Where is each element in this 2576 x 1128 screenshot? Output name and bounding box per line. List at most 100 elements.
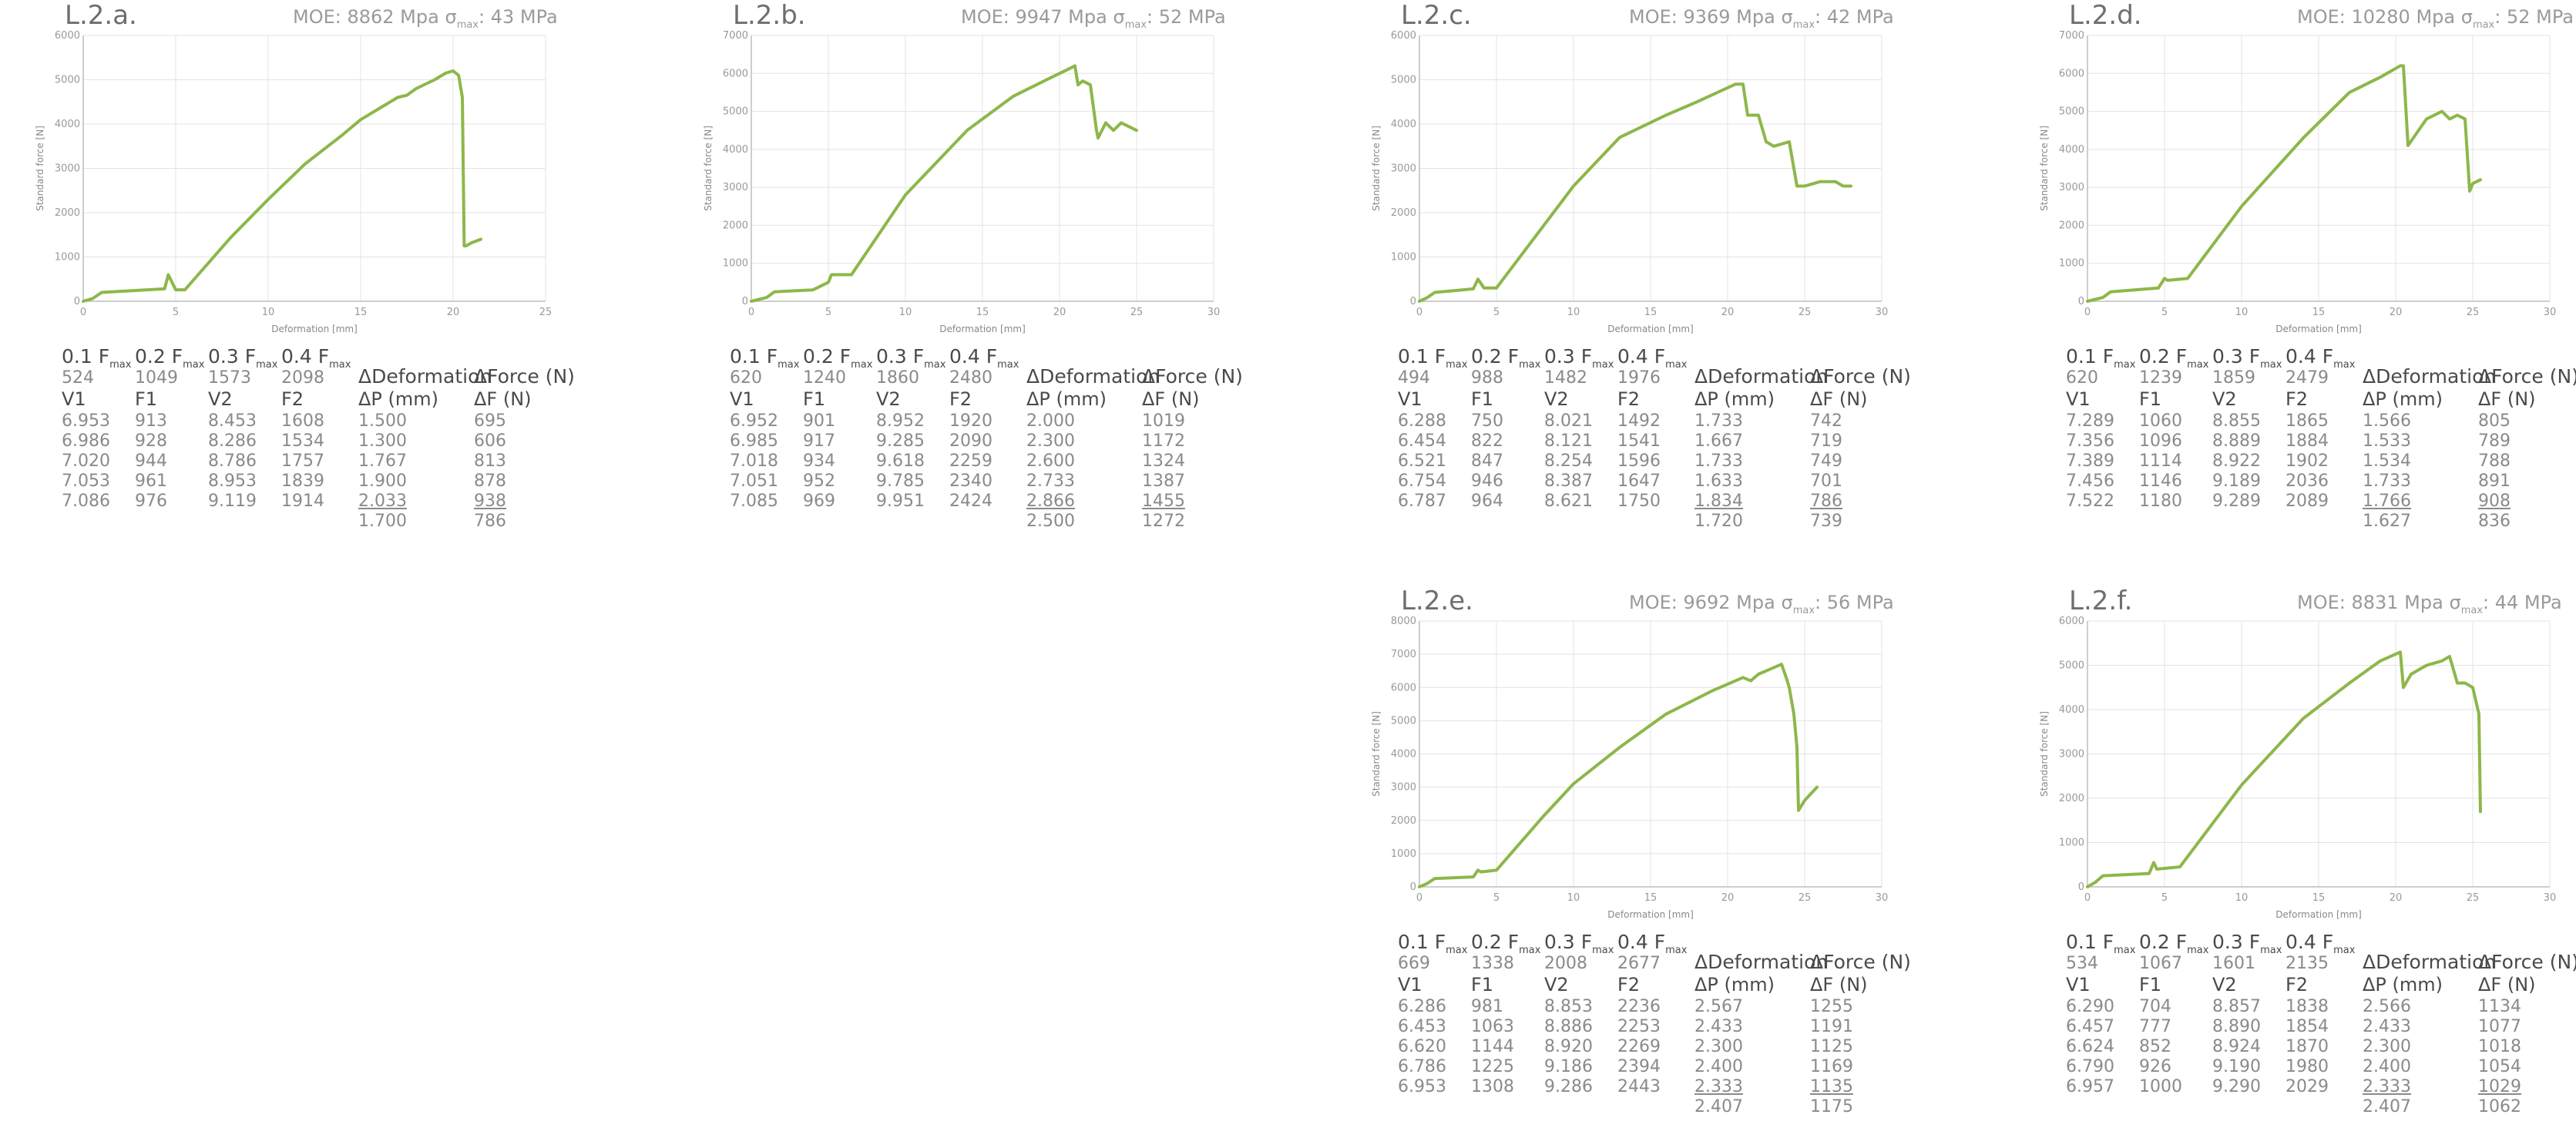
f-header-sub: max [109, 359, 132, 371]
y-tick-label: 3000 [723, 182, 748, 193]
x-tick-label: 15 [1644, 307, 1657, 318]
table-cell: 6.454 [1398, 431, 1446, 451]
table-cell: 9.286 [1544, 1077, 1593, 1096]
sub-header-df: ΔF (N) [474, 388, 532, 410]
y-tick-label: 2000 [2059, 793, 2084, 804]
sub-header-f1: F1 [2139, 974, 2162, 995]
sigma-sub: max [1792, 604, 1815, 616]
panel-title: L.2.b. [733, 0, 806, 31]
f-header-sub: max [997, 359, 1019, 371]
table-cell: 7.456 [2066, 472, 2114, 491]
y-tick-label: 5000 [1391, 715, 1416, 727]
table-cell: 2394 [1617, 1057, 1661, 1076]
table-cell: 1.733 [1694, 452, 1743, 471]
x-tick-label: 30 [1207, 307, 1221, 318]
sub-header-v2: V2 [2212, 974, 2237, 995]
y-tick-label: 0 [1410, 296, 1416, 307]
y-tick-label: 0 [1410, 881, 1416, 893]
x-tick-label: 20 [2390, 307, 2403, 318]
table-cell: 8.953 [208, 472, 257, 491]
table-cell: 1125 [1810, 1037, 1853, 1056]
moe-value: MOE: 10280 Mpa [2297, 6, 2456, 28]
force-deformation-chart: 0 1000 2000 3000 4000 5000 6000 0 5 10 15 20 25 30 Def… [2039, 616, 2556, 920]
y-tick-label: 1000 [1391, 252, 1416, 264]
f-header-sub: max [1665, 945, 1688, 956]
panel-title: L.2.e. [1401, 586, 1473, 616]
f-header-label: 0.1 F [1398, 931, 1446, 953]
table-cell: 2036 [2285, 472, 2329, 491]
table-cell: 1225 [1471, 1057, 1514, 1076]
f-header-label: 0.2 F [2139, 931, 2188, 953]
f-header-label: 0.2 F [1471, 345, 1520, 368]
f-header-label: 0.1 F [2066, 345, 2114, 368]
f-header: 0.1 Fmax [2066, 931, 2135, 956]
table-cell: 1884 [2285, 431, 2329, 451]
f-header: 0.3 Fmax [876, 345, 945, 371]
x-tick-label: 10 [899, 307, 912, 318]
table-cell: 822 [1471, 431, 1503, 451]
f-header-label: 0.1 F [1398, 345, 1446, 368]
moe-label: MOE: 10280 Mpa σmax: 52 MPa [2297, 6, 2574, 31]
sub-header-v1: V1 [2066, 974, 2091, 995]
average-cell: 739 [1810, 512, 1842, 531]
table-cell: 2.566 [2363, 997, 2411, 1016]
y-tick-label: 3000 [55, 163, 80, 175]
f-value: 2135 [2285, 954, 2329, 973]
f-value: 620 [730, 368, 762, 388]
table-cell: 908 [2478, 492, 2511, 511]
x-tick-label: 25 [539, 307, 552, 318]
table-cell: 2.733 [1026, 472, 1075, 491]
f-header-sub: max [2114, 359, 2136, 371]
table-cell: 6.521 [1398, 452, 1446, 471]
table-cell: 813 [474, 452, 506, 471]
table-cell: 1.500 [358, 411, 407, 431]
table-cell: 6.985 [730, 431, 778, 451]
sub-header-f1: F1 [2139, 388, 2162, 410]
f-header-sub: max [329, 359, 351, 371]
f-value: 1573 [208, 368, 251, 388]
f-value: 1482 [1544, 368, 1587, 388]
table-cell: 8.855 [2212, 411, 2261, 431]
sub-header-df: ΔF (N) [2478, 974, 2536, 995]
f-value: 620 [2066, 368, 2098, 388]
table-cell: 913 [135, 411, 167, 431]
f-header-sub: max [1446, 945, 1468, 956]
table-cell: 8.786 [208, 452, 257, 471]
table-cell: 1.533 [2363, 431, 2411, 451]
y-tick-label: 7000 [723, 30, 748, 42]
table-cell: 1596 [1617, 452, 1661, 471]
table-cell: 2.433 [2363, 1017, 2411, 1036]
table-cell: 2.300 [2363, 1037, 2411, 1056]
f-header-sub: max [1592, 359, 1614, 371]
f-header-label: 0.3 F [2212, 931, 2261, 953]
delta-deformation-header: ΔDeformation [358, 365, 492, 388]
table-cell: 6.624 [2066, 1037, 2114, 1056]
x-tick-label: 5 [1493, 307, 1500, 318]
table-cell: 1146 [2139, 472, 2182, 491]
table-cell: 6.620 [1398, 1037, 1446, 1056]
sub-header-df: ΔF (N) [1142, 388, 1200, 410]
f-header: 0.2 Fmax [1471, 345, 1540, 371]
f-value: 1859 [2212, 368, 2255, 388]
table-cell: 6.290 [2066, 997, 2114, 1016]
y-tick-label: 2000 [2059, 220, 2084, 231]
sub-header-dp: ΔP (mm) [1694, 974, 1775, 995]
sub-header-v1: V1 [1398, 974, 1422, 995]
table-cell: 2.333 [2363, 1077, 2411, 1096]
f-header-label: 0.1 F [2066, 931, 2114, 953]
f-header-sub: max [2114, 945, 2136, 956]
sigma-sub: max [456, 18, 479, 31]
y-tick-label: 1000 [2059, 838, 2084, 849]
table-cell: 8.924 [2212, 1037, 2261, 1056]
table-cell: 1757 [281, 452, 324, 471]
table-cell: 8.453 [208, 411, 257, 431]
f-header: 0.2 Fmax [1471, 931, 1540, 956]
f-value: 1067 [2139, 954, 2182, 973]
f-header-label: 0.4 F [949, 345, 998, 368]
f-header-sub: max [1592, 945, 1614, 956]
table-cell: 2.600 [1026, 452, 1075, 471]
table-cell: 1000 [2139, 1077, 2182, 1096]
sub-header-v1: V1 [730, 388, 754, 410]
table-cell: 8.621 [1544, 492, 1593, 511]
table-cell: 969 [803, 492, 835, 511]
